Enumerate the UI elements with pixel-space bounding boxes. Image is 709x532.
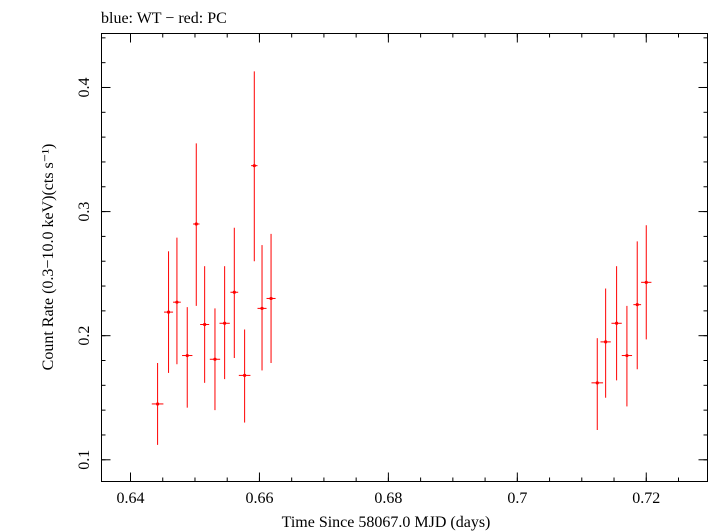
data-point bbox=[219, 266, 230, 380]
data-point bbox=[600, 288, 611, 398]
y-tick-label: 0.4 bbox=[76, 77, 93, 97]
point-marker bbox=[166, 310, 171, 314]
data-point bbox=[591, 338, 604, 430]
point-marker bbox=[269, 296, 273, 301]
point-marker bbox=[243, 373, 247, 377]
point-marker bbox=[252, 164, 256, 168]
data-point bbox=[641, 225, 652, 340]
x-tick-label: 0.72 bbox=[632, 490, 660, 507]
data-point bbox=[193, 143, 200, 306]
data-point bbox=[200, 266, 210, 383]
data-point bbox=[611, 266, 622, 381]
point-marker bbox=[155, 402, 160, 406]
data-point bbox=[164, 251, 174, 373]
y-tick-label: 0.1 bbox=[76, 450, 93, 470]
data-point bbox=[621, 305, 633, 407]
x-axis-label: Time Since 58067.0 MJD (days) bbox=[282, 514, 491, 531]
y-tick-label: 0.3 bbox=[76, 202, 93, 222]
data-point bbox=[173, 237, 181, 365]
data-point bbox=[266, 233, 276, 363]
x-tick-label: 0.64 bbox=[117, 490, 145, 507]
point-marker bbox=[644, 280, 648, 284]
y-tick-label: 0.2 bbox=[76, 326, 93, 346]
point-marker bbox=[625, 353, 629, 358]
point-marker bbox=[604, 340, 608, 344]
data-point bbox=[182, 307, 193, 408]
data-point bbox=[209, 308, 221, 411]
axis-ticks bbox=[101, 33, 708, 482]
x-tick-label: 0.66 bbox=[245, 490, 273, 507]
data-point bbox=[151, 362, 164, 445]
data-point bbox=[257, 245, 267, 371]
point-marker bbox=[232, 290, 236, 294]
y-tick-labels: 0.1 0.2 0.3 0.4 bbox=[76, 77, 93, 469]
chart-title: blue: WT − red: PC bbox=[101, 10, 227, 27]
point-marker bbox=[595, 381, 599, 385]
data-point bbox=[230, 227, 239, 359]
point-marker bbox=[615, 321, 619, 325]
x-tick-labels: 0.64 0.66 0.68 0.7 0.72 bbox=[117, 490, 661, 507]
point-marker bbox=[194, 222, 198, 226]
point-marker bbox=[223, 321, 227, 325]
data-point bbox=[238, 329, 251, 423]
point-marker bbox=[635, 303, 639, 307]
x-tick-label: 0.68 bbox=[374, 490, 402, 507]
point-marker bbox=[260, 306, 264, 310]
data-points bbox=[151, 71, 652, 445]
plot-frame bbox=[101, 33, 708, 482]
y-axis-label: Count Rate (0.3−10.0 keV)(cts s⁻¹) bbox=[40, 144, 57, 371]
point-marker bbox=[185, 353, 189, 358]
point-marker bbox=[213, 357, 217, 361]
data-point bbox=[251, 71, 258, 262]
data-point bbox=[633, 241, 642, 370]
point-marker bbox=[175, 300, 179, 304]
x-tick-label: 0.7 bbox=[507, 490, 527, 507]
point-marker bbox=[203, 322, 207, 327]
